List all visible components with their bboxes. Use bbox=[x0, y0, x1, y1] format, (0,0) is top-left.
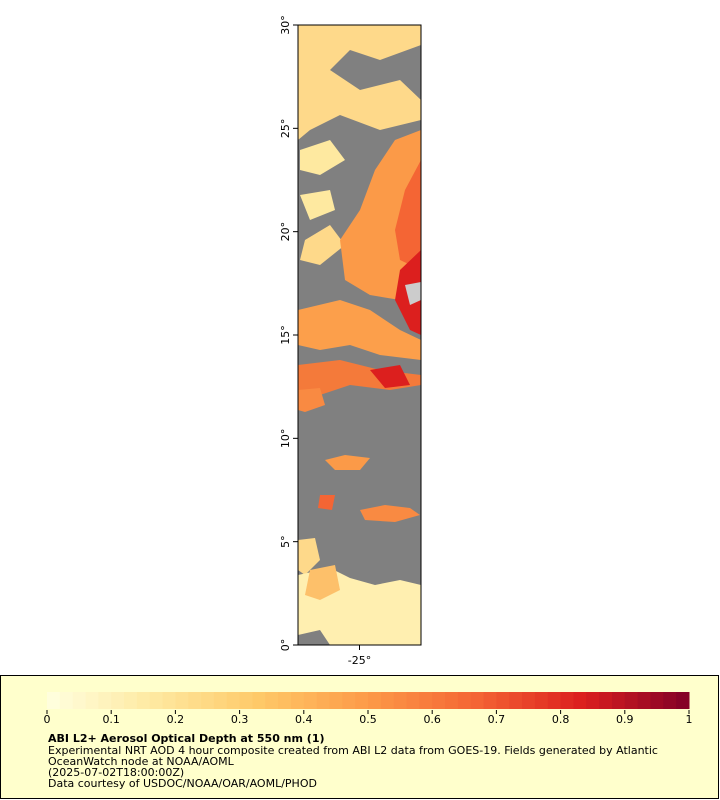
colorbar-tick-label: 0.6 bbox=[423, 713, 441, 726]
y-tick-label: 25° bbox=[279, 119, 292, 139]
colorbar-cell bbox=[650, 692, 664, 709]
colorbar-cell bbox=[188, 692, 202, 709]
colorbar-cell bbox=[175, 692, 189, 709]
colorbar-cell bbox=[213, 692, 228, 709]
colorbar-cell bbox=[637, 692, 651, 709]
colorbar: 0 0.1 0.2 0.3 0.4 0.5 0.6 0.7 0.8 0.9 1 bbox=[44, 692, 693, 726]
colorbar-tick-label: 0.1 bbox=[102, 713, 120, 726]
colorbar-cell bbox=[316, 692, 330, 709]
colorbar-tick-label: 0 bbox=[44, 713, 51, 726]
colorbar-cell bbox=[534, 692, 549, 709]
y-tick-label: 30° bbox=[279, 15, 292, 35]
colorbar-cell bbox=[560, 692, 574, 709]
colorbar-cell bbox=[522, 692, 536, 709]
colorbar-cell bbox=[342, 692, 356, 709]
colorbar-cell bbox=[573, 692, 587, 709]
colorbar-cell bbox=[47, 692, 61, 709]
colorbar-cell bbox=[496, 692, 510, 709]
colorbar-cell bbox=[432, 692, 446, 709]
y-tick-label: 15° bbox=[279, 325, 292, 345]
colorbar-cell bbox=[393, 692, 408, 709]
colorbar-cell bbox=[329, 692, 343, 709]
colorbar-cell bbox=[290, 692, 305, 709]
y-tick-label: 5° bbox=[279, 535, 292, 548]
colorbar-cell bbox=[278, 692, 292, 709]
colorbar-cell bbox=[663, 692, 677, 709]
colorbar-cell bbox=[470, 692, 485, 709]
colorbar-cell bbox=[547, 692, 562, 709]
colorbar-cell bbox=[457, 692, 472, 709]
caption-line: Experimental NRT AOD 4 hour composite cr… bbox=[48, 744, 658, 757]
colorbar-cell bbox=[85, 692, 99, 709]
map-axes: 0° 5° 10° 15° 20° 25° 30° -25° bbox=[279, 15, 371, 667]
caption-title: ABI L2+ Aerosol Optical Depth at 550 nm … bbox=[48, 732, 325, 745]
colorbar-cell bbox=[265, 692, 279, 709]
colorbar-cell bbox=[586, 692, 600, 709]
colorbar-cell bbox=[624, 692, 639, 709]
colorbar-cell bbox=[72, 692, 87, 709]
map-image bbox=[298, 25, 421, 645]
y-tick-label: 10° bbox=[279, 429, 292, 449]
colorbar-cell bbox=[599, 692, 613, 709]
colorbar-cell bbox=[111, 692, 125, 709]
caption-line: Data courtesy of USDOC/NOAA/OAR/AOML/PHO… bbox=[48, 777, 317, 790]
colorbar-cell bbox=[136, 692, 151, 709]
colorbar-tick-label: 0.7 bbox=[488, 713, 506, 726]
colorbar-cell bbox=[483, 692, 497, 709]
colorbar-cell bbox=[149, 692, 164, 709]
colorbar-cell bbox=[509, 692, 523, 709]
colorbar-cell bbox=[445, 692, 459, 709]
colorbar-tick-label: 0.9 bbox=[616, 713, 634, 726]
colorbar-cell bbox=[98, 692, 112, 709]
colorbar-cell bbox=[226, 692, 241, 709]
colorbar-cell bbox=[380, 692, 395, 709]
x-tick-label: -25° bbox=[348, 654, 371, 667]
caption-line: OceanWatch node at NOAA/AOML bbox=[48, 755, 235, 768]
colorbar-cell bbox=[676, 692, 690, 709]
colorbar-cell bbox=[239, 692, 253, 709]
colorbar-cell bbox=[59, 692, 74, 709]
y-tick-label: 20° bbox=[279, 222, 292, 242]
colorbar-cell bbox=[303, 692, 318, 709]
y-tick-label: 0° bbox=[279, 639, 292, 652]
colorbar-tick-label: 0.4 bbox=[295, 713, 313, 726]
colorbar-cell bbox=[124, 692, 138, 709]
colorbar-cell bbox=[406, 692, 420, 709]
colorbar-tick-label: 0.8 bbox=[552, 713, 570, 726]
colorbar-tick-label: 0.2 bbox=[167, 713, 185, 726]
caption-line: (2025-07-02T18:00:00Z) bbox=[48, 766, 184, 779]
colorbar-cell bbox=[252, 692, 266, 709]
colorbar-cell bbox=[162, 692, 176, 709]
colorbar-tick-label: 0.5 bbox=[359, 713, 377, 726]
colorbar-cell bbox=[368, 692, 382, 709]
colorbar-cell bbox=[355, 692, 369, 709]
colorbar-tick-label: 1 bbox=[686, 713, 693, 726]
colorbar-cell bbox=[419, 692, 433, 709]
colorbar-cell bbox=[201, 692, 215, 709]
colorbar-cell bbox=[611, 692, 626, 709]
colorbar-tick-label: 0.3 bbox=[231, 713, 249, 726]
